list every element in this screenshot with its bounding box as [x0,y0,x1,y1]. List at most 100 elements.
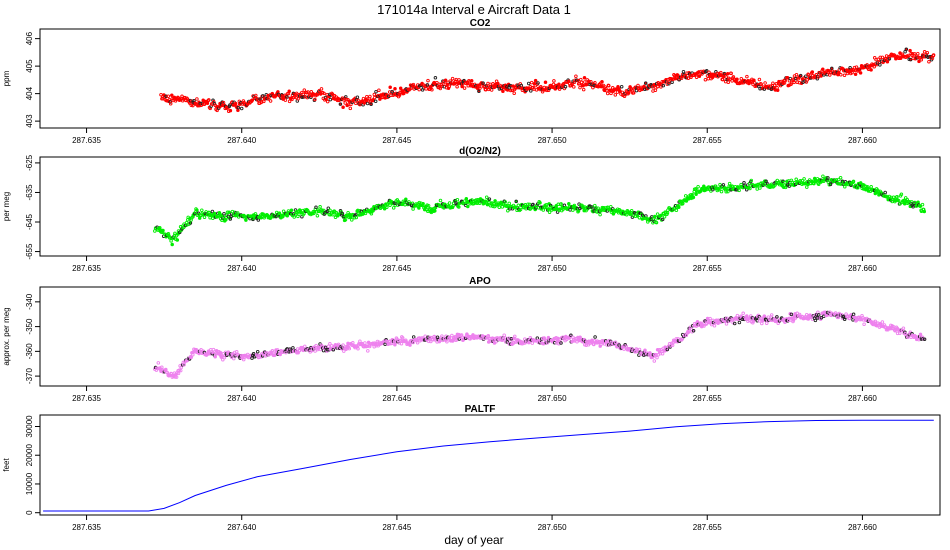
data-point [571,208,575,212]
data-point [704,69,709,73]
data-point [222,355,227,360]
data-point [572,85,576,89]
data-point [609,204,613,209]
data-point [876,57,880,62]
data-point [719,189,724,194]
data-point [469,78,474,83]
data-point [158,226,162,230]
data-point [872,64,876,69]
data-point [737,320,742,325]
data-point [175,238,180,242]
data-point [725,186,729,191]
data-point [207,210,212,215]
data-point [721,183,726,187]
x-tick-label: 287.660 [848,523,877,532]
data-point [513,334,517,339]
data-point [543,205,548,210]
data-point [178,368,183,373]
data-point [200,208,204,212]
data-point [722,319,727,323]
series-paltf [43,419,934,512]
data-point [726,80,731,84]
data-point [878,55,883,60]
data-point [757,77,762,82]
x-tick-label: 287.660 [848,394,877,403]
data-point [908,57,913,62]
data-point [321,208,326,213]
data-point [188,98,193,103]
data-point [631,91,636,95]
x-tick-label: 287.645 [382,523,411,532]
data-point [660,217,665,222]
data-point [529,80,534,85]
data-point [358,339,362,343]
data-point [906,53,911,58]
data-point [538,200,542,205]
data-point [433,209,437,213]
data-point [176,371,181,376]
data-point [222,211,226,216]
data-point [543,80,548,84]
data-point [802,177,806,181]
data-point [605,88,609,93]
data-point [819,315,824,320]
data-point [660,351,665,356]
data-point [813,318,818,323]
data-point [759,82,764,87]
data-point [696,184,700,189]
data-point [927,59,931,64]
data-point [581,84,585,88]
data-point [326,344,331,349]
data-point [512,91,516,95]
data-point [737,188,741,193]
data-point [207,98,211,102]
x-tick-label: 287.640 [227,136,256,145]
data-point [816,182,821,186]
data-point [896,198,901,203]
data-point [385,205,389,209]
data-point [195,208,199,212]
y-tick-label: 30000 [25,415,34,438]
data-point [745,74,749,79]
data-point [393,87,397,91]
data-point [670,80,674,84]
data-point [195,97,199,101]
data-point [858,67,862,72]
x-tick-label: 287.635 [72,523,101,532]
data-point [916,200,920,204]
data-point [170,242,174,247]
data-point [918,332,923,337]
data-point [454,77,458,82]
data-point [728,77,732,81]
data-point [505,88,510,92]
x-tick-label: 287.660 [848,264,877,273]
data-point [598,212,602,217]
data-point [742,181,746,185]
data-point [922,50,927,54]
plot-frame [39,414,941,516]
data-point [331,347,336,352]
data-point [153,229,157,233]
panel-co2: CO2 ppm 287.635 287.640 287.645 287.650 287.65… [2,18,941,145]
data-point [552,79,556,83]
series-apo [153,310,927,379]
data-point [908,332,912,336]
data-point [594,206,598,210]
data-point [445,340,449,344]
data-point [791,318,796,322]
data-point [173,231,177,236]
x-tick-label: 287.655 [693,264,722,273]
data-point [925,50,930,55]
data-point [411,335,416,339]
data-point [426,203,431,208]
data-point [364,98,369,103]
data-point [170,93,174,98]
data-point [572,203,577,208]
data-point [497,205,502,209]
data-point [464,196,469,201]
data-point [453,79,458,84]
data-point [427,339,431,344]
data-point [417,206,421,210]
data-point [504,340,508,344]
data-point [420,81,424,86]
